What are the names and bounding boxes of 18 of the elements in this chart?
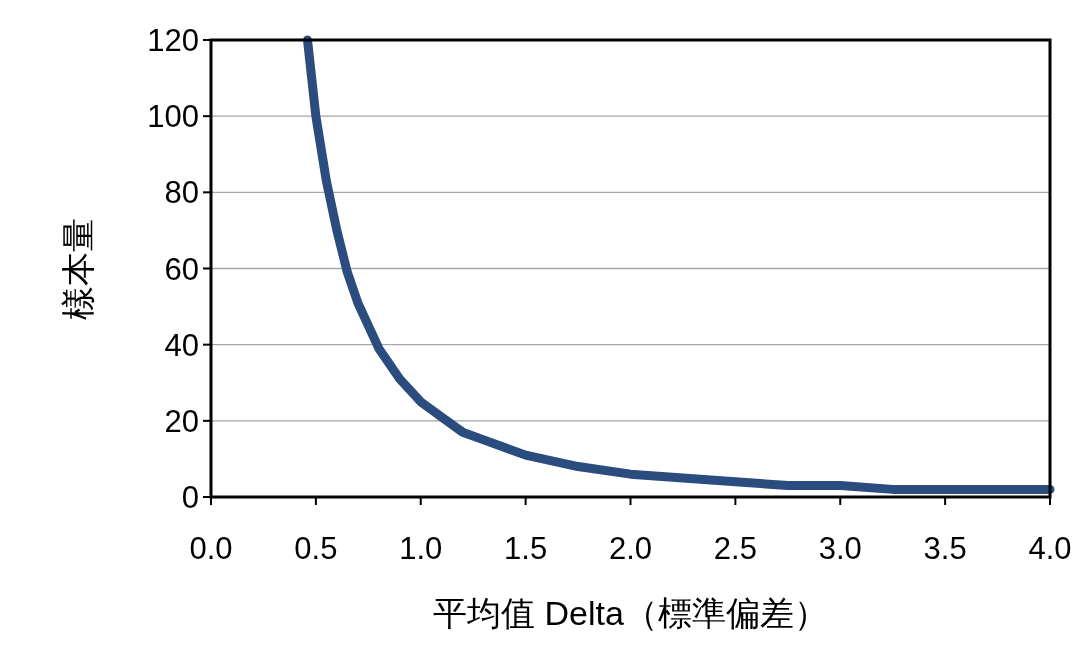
x-tick-label: 2.5: [713, 531, 757, 566]
y-tick-label: 20: [164, 403, 199, 439]
y-tick-label: 100: [147, 99, 199, 135]
x-tick-label: 0.0: [189, 531, 233, 566]
x-tick-label: 4.0: [1028, 531, 1072, 566]
x-axis-title: 平均值 Delta（標準偏差）: [433, 594, 828, 632]
y-tick-label: 0: [181, 480, 199, 515]
y-tick-label: 120: [147, 23, 199, 58]
y-tick-label: 60: [164, 251, 199, 287]
x-tick-label: 1.5: [504, 531, 548, 566]
x-tick-label: 2.0: [608, 531, 653, 566]
x-tick-label: 3.5: [923, 531, 967, 566]
x-tick-label: 3.0: [818, 531, 862, 566]
y-tick-label: 80: [164, 175, 199, 211]
x-tick-label: 1.0: [399, 531, 443, 566]
x-tick-label: 0.5: [294, 531, 338, 566]
y-axis-title: 樣本量: [59, 217, 97, 320]
y-tick-label: 40: [164, 327, 199, 363]
